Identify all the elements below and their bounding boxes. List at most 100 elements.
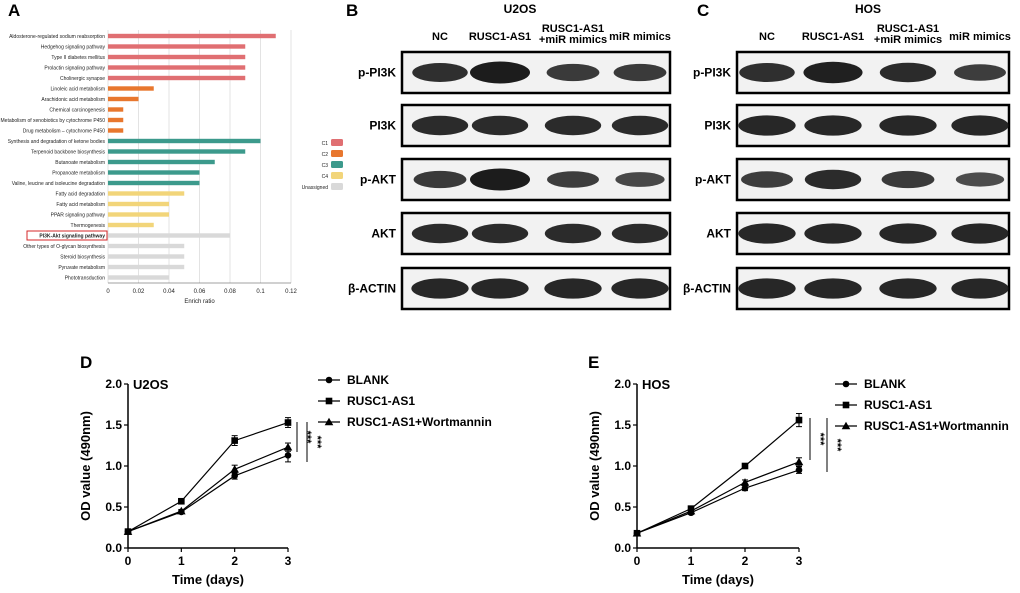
protein-band [879,223,937,244]
category-label: Arachidonic acid metabolism [41,97,105,103]
y-tick-label: 1.0 [105,459,122,473]
protein-band [470,61,530,84]
marker-circle [284,452,292,459]
bar [108,233,230,238]
protein-band [951,278,1009,299]
x-tick-label: 0.12 [285,289,297,295]
x-axis-label: Time (days) [682,572,754,587]
panel-letter-e: E [588,353,599,372]
protein-band [544,278,602,299]
legend-label: C3 [322,163,329,169]
legend-label: C2 [322,152,329,158]
legend-label: C4 [322,174,329,180]
marker-circle [842,380,850,388]
blot-title: U2OS [504,2,537,16]
category-label: Drug metabolism – cytochrome P450 [23,128,105,134]
y-tick-label: 1.5 [614,418,631,432]
bar [108,170,200,175]
x-tick-label: 0 [106,289,110,295]
blot-column-label: +miR mimics [539,34,607,46]
growth-curve-hos: 0.0 0.5 1.0 1.5 2.0 0 1 2 3 Time (days) OD value (… [587,377,1009,587]
series-line [636,469,800,534]
protein-band [879,115,937,136]
blot-column-label: RUSC1-AS1 [877,23,939,35]
marker-triangle [230,464,239,473]
marker-square [178,497,185,505]
blot-column-label: NC [432,31,448,43]
y-axis-label: OD value (490nm) [78,411,93,521]
bar [108,275,169,280]
legend-swatch [331,150,343,157]
protein-band [544,223,602,244]
x-tick-label: 3 [285,554,292,568]
marker-triangle [632,528,642,537]
blot-row-label: p-AKT [360,173,397,187]
protein-band [547,171,599,188]
series-line [127,421,289,533]
marker-circle [741,484,749,492]
protein-band [738,223,796,244]
marker-triangle [283,442,293,451]
chart-title: HOS [642,377,671,392]
significance-stars: *** [814,433,826,447]
bar [108,138,261,144]
marker-square [795,416,803,424]
legend-label: RUSC1-AS1 [864,398,932,412]
panel-letter-a: A [8,1,20,20]
protein-band [471,115,529,136]
protein-band [954,64,1006,81]
y-tick-label: 2.0 [105,377,122,391]
marker-triangle [686,506,696,515]
enrichment-bar-chart: 0 0.02 0.04 0.06 0.08 0.1 0.12 Enrich ratio Aldo… [1,30,343,305]
x-tick-label: 0 [125,554,132,568]
category-label: Other types of O-glycan biosynthesis [23,244,105,250]
bar [108,117,124,123]
category-label: Synthesis and degradation of ketone bodi… [8,139,106,145]
legend-label: BLANK [347,373,389,387]
panel-letter-c: C [697,1,709,20]
blot-column-label: RUSC1-AS1 [469,31,531,43]
y-tick-label: 0.5 [614,500,631,514]
blot-column-label: RUSC1-AS1 [542,23,604,35]
marker-triangle [123,527,133,535]
protein-band [741,171,793,188]
category-label: Thermogenesis [71,223,106,229]
bar [108,44,246,49]
y-tick-label: 0.0 [105,541,122,555]
legend-swatch [331,161,343,168]
protein-band [955,172,1005,187]
marker-triangle [324,417,334,426]
series-line [127,454,289,533]
y-axis-label: OD value (490nm) [587,411,602,521]
bar [108,222,154,228]
blot-row-label: PI3K [369,119,396,133]
blot-row-label: p-PI3K [358,66,396,80]
protein-band [738,115,796,136]
blot-row-label: PI3K [704,119,731,133]
legend-label: RUSC1-AS1+Wortmannin [864,419,1009,433]
category-label: Fatty acid metabolism [56,202,105,208]
y-tick-label: 1.0 [614,459,631,473]
marker-square [842,401,850,409]
highlight-box [26,230,108,241]
category-label: Prolactin signaling pathway [44,65,105,71]
category-label: Steroid biosynthesis [60,254,105,260]
protein-band [738,278,796,299]
legend-label: BLANK [864,377,906,391]
marker-triangle [740,478,750,486]
bar [108,86,154,91]
marker-triangle [841,421,851,430]
protein-band [546,63,600,82]
protein-band [611,223,669,244]
bar [108,180,200,186]
legend-label: C1 [322,141,329,147]
chart-title: U2OS [133,377,169,392]
protein-band [951,223,1009,244]
protein-band [879,62,937,83]
bar [108,65,246,70]
x-tick-label: 2 [231,554,238,568]
category-label: Cholinergic synapse [60,76,105,82]
category-label: PPAR signaling pathway [51,212,106,218]
protein-band [413,170,467,189]
marker-square [325,397,333,405]
